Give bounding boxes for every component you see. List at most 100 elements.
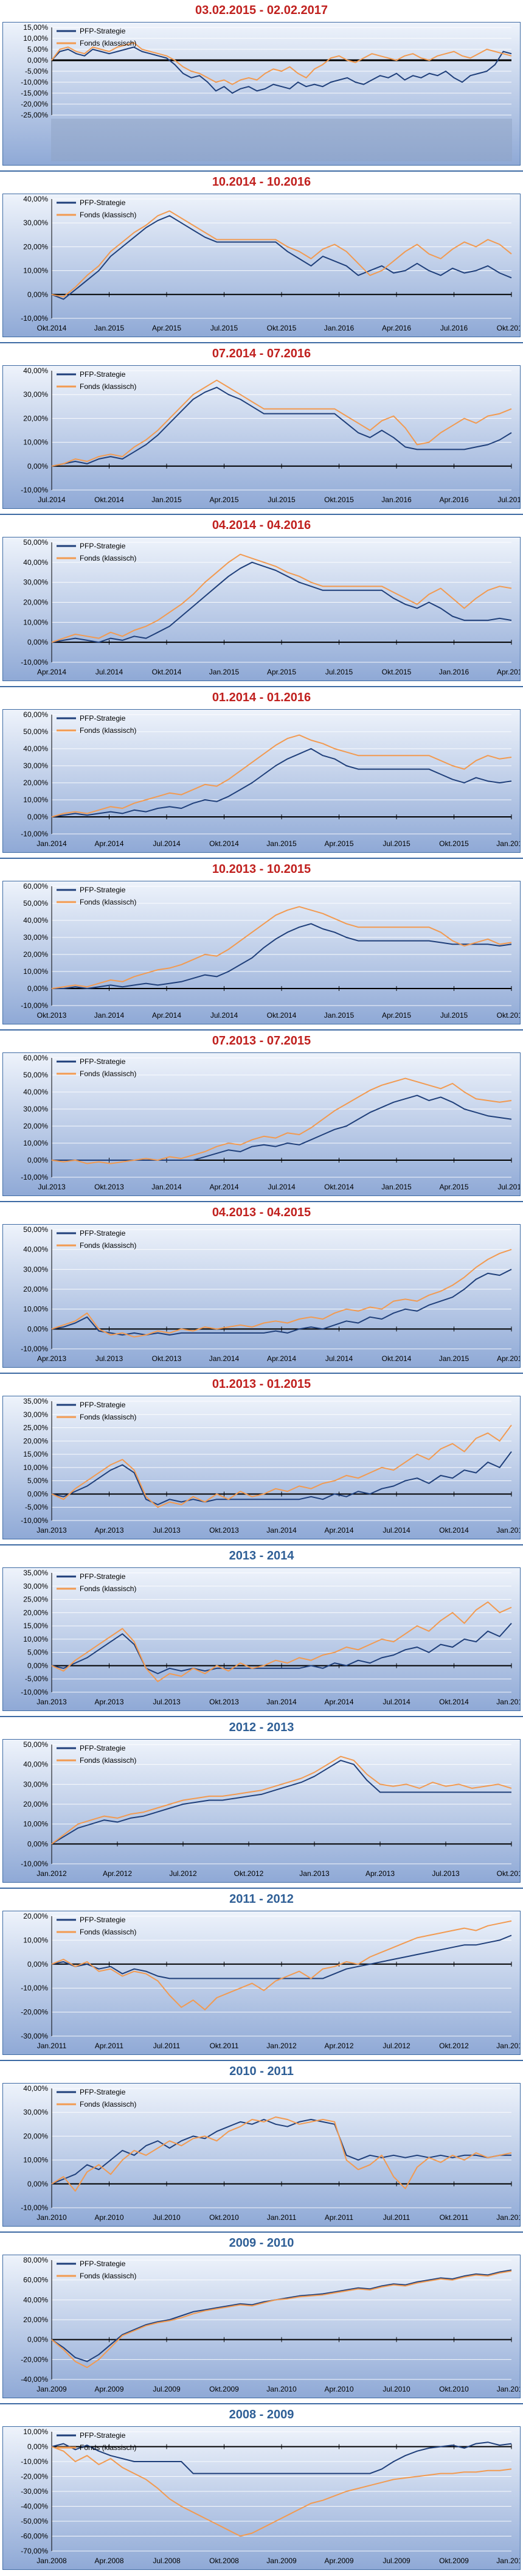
chart-title: 01.2013 - 01.2015	[212, 1377, 311, 1391]
x-tick-label: Apr.2011	[95, 2042, 123, 2050]
chart-frame: 60,00% 50,00% 40,00% 30,00% 20,00% 10,00% 0,00…	[2, 709, 523, 853]
x-tick-label: Jul.2014	[210, 1011, 238, 1020]
chart-frame: 15,00% 10,00% 5,00% 0,00% -5,00% -10,00% -15,0…	[2, 22, 521, 166]
x-tick-label: Okt.2013	[497, 1869, 520, 1878]
x-tick-label: Okt.2010	[209, 2213, 239, 2222]
x-tick-label: Apr.2014	[267, 1354, 296, 1363]
x-tick-label: Apr.2015	[324, 839, 353, 848]
y-tick-label: 30,00%	[23, 1410, 48, 1419]
x-tick-label: Apr.2012	[103, 1869, 132, 1878]
x-tick-label: Jan.2015	[94, 324, 125, 332]
fonds-series-line	[51, 553, 512, 643]
y-tick-label: 0,00%	[27, 462, 48, 471]
x-tick-label: Okt.2014	[209, 839, 239, 848]
y-tick-label: 15,00%	[23, 1622, 48, 1630]
x-tick-label: Apr.2015	[439, 1183, 468, 1191]
line-chart: 50,00% 40,00% 30,00% 20,00% 10,00% 0,00% -10,0…	[3, 1225, 523, 1367]
fonds-series-line	[51, 2446, 512, 2537]
y-tick-label: 25,00%	[23, 1595, 48, 1604]
panel-separator	[0, 2231, 523, 2233]
x-tick-label: Apr.2015	[497, 1354, 520, 1363]
x-tick-label: Apr.2009	[324, 2557, 353, 2565]
line-chart: 50,00% 40,00% 30,00% 20,00% 10,00% 0,00% -10,0…	[3, 537, 523, 681]
x-tick-label: Apr.2013	[37, 1354, 66, 1363]
legend-fonds-label: Fonds (klassisch)	[80, 1928, 136, 1936]
chart-title: 2011 - 2012	[229, 1892, 294, 1906]
chart-frame: 40,00% 30,00% 20,00% 10,00% 0,00% -10,00% Okt.…	[2, 194, 523, 337]
y-tick-label: 20,00%	[23, 1800, 48, 1808]
fonds-series-line	[51, 1424, 512, 1508]
x-tick-label: Okt.2013	[209, 1698, 239, 1706]
x-tick-label: Jan.2015	[266, 839, 297, 848]
y-tick-label: -40,00%	[21, 2502, 48, 2511]
x-tick-label: Apr.2014	[324, 1526, 353, 1535]
legend-fonds-label: Fonds (klassisch)	[80, 1413, 136, 1421]
line-chart: 35,00% 30,00% 25,00% 20,00% 15,00% 10,00% 5,00…	[3, 1568, 523, 1710]
panel-separator	[0, 1888, 523, 1889]
y-tick-label: 30,00%	[23, 219, 48, 227]
y-tick-label: -10,00%	[21, 1688, 48, 1696]
x-tick-label: Jan.2013	[36, 1698, 67, 1706]
x-tick-label: Okt.2015	[439, 839, 469, 848]
y-tick-label: -30,00%	[21, 2032, 48, 2040]
fonds-series-line	[51, 210, 512, 298]
x-tick-label: Jul.2009	[153, 2385, 181, 2393]
x-tick-label: Okt.2014	[267, 1011, 297, 1020]
x-tick-label: Okt.2009	[209, 2385, 239, 2393]
x-tick-label: Okt.2014	[439, 1526, 469, 1535]
chart-title: 04.2013 - 04.2015	[212, 1206, 311, 1219]
x-tick-label: Okt.2008	[209, 2557, 239, 2565]
x-tick-label: Jul.2016	[440, 324, 468, 332]
y-tick-label: 10,00%	[23, 1305, 48, 1314]
y-tick-label: 0,00%	[27, 2443, 48, 2451]
plot-background	[3, 1053, 520, 1195]
y-tick-label: 20,00%	[23, 779, 48, 787]
chart-frame: 50,00% 40,00% 30,00% 20,00% 10,00% 0,00% -10,0…	[2, 537, 523, 681]
plot-background	[3, 1740, 520, 1882]
x-tick-label: Jul.2014	[38, 495, 66, 504]
y-tick-label: 40,00%	[23, 1245, 48, 1254]
y-tick-label: 30,00%	[23, 1105, 48, 1113]
y-tick-label: 50,00%	[23, 1740, 48, 1749]
x-tick-label: Okt.2015	[497, 1011, 520, 1020]
y-tick-label: 15,00%	[23, 1450, 48, 1458]
x-tick-label: Jul.2010	[153, 2213, 181, 2222]
chart-title: 04.2014 - 04.2016	[212, 519, 311, 532]
y-tick-label: -20,00%	[21, 100, 48, 108]
y-tick-label: 0,00%	[27, 638, 48, 646]
x-tick-label: Jan.2013	[36, 1526, 67, 1535]
y-tick-label: -50,00%	[21, 2517, 48, 2525]
y-tick-label: 10,00%	[23, 967, 48, 976]
x-tick-label: Jan.2012	[36, 1869, 67, 1878]
y-tick-label: 40,00%	[23, 1760, 48, 1769]
x-tick-label: Jul.2014	[383, 1698, 410, 1706]
line-chart: 60,00% 50,00% 40,00% 30,00% 20,00% 10,00% 0,00…	[3, 881, 523, 1024]
chart-title: 07.2014 - 07.2016	[212, 347, 311, 360]
legend: PFP-Strategie Fonds (klassisch)	[57, 198, 136, 219]
x-tick-label: Apr.2015	[209, 495, 238, 504]
y-tick-label: 0,00%	[27, 1960, 48, 1969]
strategy-series-line	[51, 387, 512, 467]
legend-strategy-label: PFP-Strategie	[80, 1229, 126, 1237]
y-tick-label: -30,00%	[21, 2487, 48, 2496]
y-tick-label: 0,00%	[27, 56, 48, 65]
legend-fonds-label: Fonds (klassisch)	[80, 2100, 136, 2109]
x-tick-label: Jul.2015	[268, 495, 296, 504]
legend-fonds-label: Fonds (klassisch)	[80, 554, 136, 562]
y-tick-label: 50,00%	[23, 538, 48, 547]
plot-background	[3, 881, 520, 1024]
legend-strategy-label: PFP-Strategie	[80, 2259, 126, 2268]
chart-panel: 04.2013 - 04.2015 50,00% 40,00% 30,00% 20,00…	[0, 1202, 523, 1374]
x-tick-label: Okt.2011	[440, 2213, 469, 2222]
x-tick-label: Jan.2010	[266, 2385, 297, 2393]
x-tick-label: Apr.2009	[94, 2385, 123, 2393]
legend: PFP-Strategie Fonds (klassisch)	[57, 1401, 136, 1421]
chart-frame: 40,00% 30,00% 20,00% 10,00% 0,00% -10,00% Jan.…	[2, 2083, 523, 2227]
strategy-series-line	[51, 748, 512, 817]
fonds-series-line	[51, 1601, 512, 1682]
y-tick-label: 0,00%	[27, 984, 48, 993]
x-tick-label: Jan.2015	[324, 1011, 355, 1020]
chart-title: 10.2014 - 10.2016	[212, 175, 311, 189]
y-tick-label: 20,00%	[23, 414, 48, 422]
y-tick-label: 10,00%	[23, 34, 48, 43]
